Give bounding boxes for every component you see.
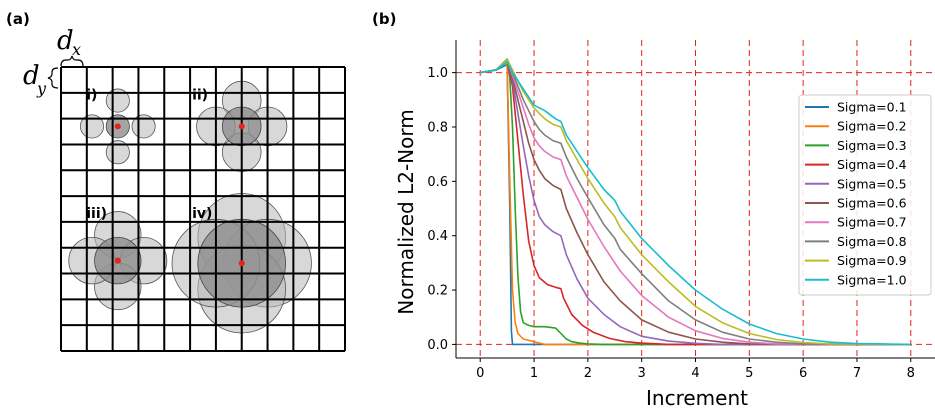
legend-entry: Sigma=0.1: [837, 100, 907, 115]
dy-subscript: y: [36, 79, 47, 98]
legend-entry: Sigma=0.2: [837, 119, 907, 134]
legend-entry: Sigma=0.5: [837, 176, 907, 191]
dx-subscript: x: [72, 40, 81, 59]
x-tick-label: 8: [907, 366, 915, 381]
x-tick-label: 6: [799, 366, 807, 381]
x-axis-label: Increment: [646, 386, 748, 410]
legend-entry: Sigma=0.4: [837, 157, 907, 172]
legend-entry: Sigma=0.7: [837, 215, 907, 230]
series-line: [480, 60, 911, 346]
l2-norm-chart: 0 1 2 3 4 5 6 7 8 0.0 0.2 0.4 0.6 0.8 1.0 Increment No…: [394, 40, 935, 410]
dx-brace: [60, 55, 84, 67]
y-tick-label: 0.2: [427, 284, 448, 299]
y-axis-label: Normalized L2-Norm: [394, 109, 418, 314]
legend-entry: Sigma=0.8: [837, 234, 907, 249]
center-dot: [114, 257, 121, 264]
grid-panel: i) ii) iii) iv) d x d y: [23, 26, 346, 352]
center-dot: [238, 123, 245, 130]
dx-symbol: d: [57, 26, 74, 56]
x-tick-label: 1: [530, 366, 538, 381]
chart-series-lines: [480, 58, 911, 346]
series-line: [480, 58, 911, 346]
y-tick-label: 0.8: [427, 120, 448, 135]
case-label: iv): [192, 206, 212, 222]
series-line: [480, 58, 911, 346]
chart-legend: Sigma=0.1 Sigma=0.2 Sigma=0.3 Sigma=0.4 Sigm…: [798, 94, 932, 296]
chart-gridlines: [456, 40, 935, 358]
dy-brace: [47, 67, 59, 89]
case-labels: i) ii) iii) iv): [86, 87, 212, 222]
legend-entry: Sigma=0.3: [837, 138, 907, 153]
legend-entry: Sigma=0.9: [837, 253, 907, 268]
y-tick-label: 0.0: [427, 338, 448, 353]
legend-entry: Sigma=1.0: [837, 272, 907, 287]
series-line: [480, 58, 911, 346]
x-tick-label: 7: [853, 366, 861, 381]
panel-b-label: (b): [372, 10, 397, 28]
center-points: [114, 123, 245, 267]
x-tick-label: 0: [476, 366, 484, 381]
case-label: ii): [192, 87, 208, 103]
chart-ticks: 0 1 2 3 4 5 6 7 8 0.0 0.2 0.4 0.6 0.8 1.0: [427, 66, 915, 381]
y-tick-label: 1.0: [427, 66, 448, 81]
center-dot: [114, 123, 121, 130]
series-line: [480, 58, 911, 346]
legend-entry: Sigma=0.6: [837, 196, 907, 211]
x-tick-label: 4: [691, 366, 699, 381]
dy-symbol: d: [23, 61, 40, 91]
x-tick-label: 2: [584, 366, 592, 381]
center-dot: [238, 260, 245, 267]
y-tick-label: 0.6: [427, 175, 448, 190]
x-tick-label: 3: [638, 366, 646, 381]
y-tick-label: 0.4: [427, 229, 448, 244]
computational-grid: [60, 66, 346, 352]
series-line: [480, 58, 911, 346]
case-label: i): [86, 87, 97, 103]
legend-box: [798, 94, 932, 296]
case-label: iii): [86, 206, 107, 222]
series-line: [480, 58, 911, 346]
panel-a-label: (a): [6, 10, 30, 28]
x-tick-label: 5: [745, 366, 753, 381]
